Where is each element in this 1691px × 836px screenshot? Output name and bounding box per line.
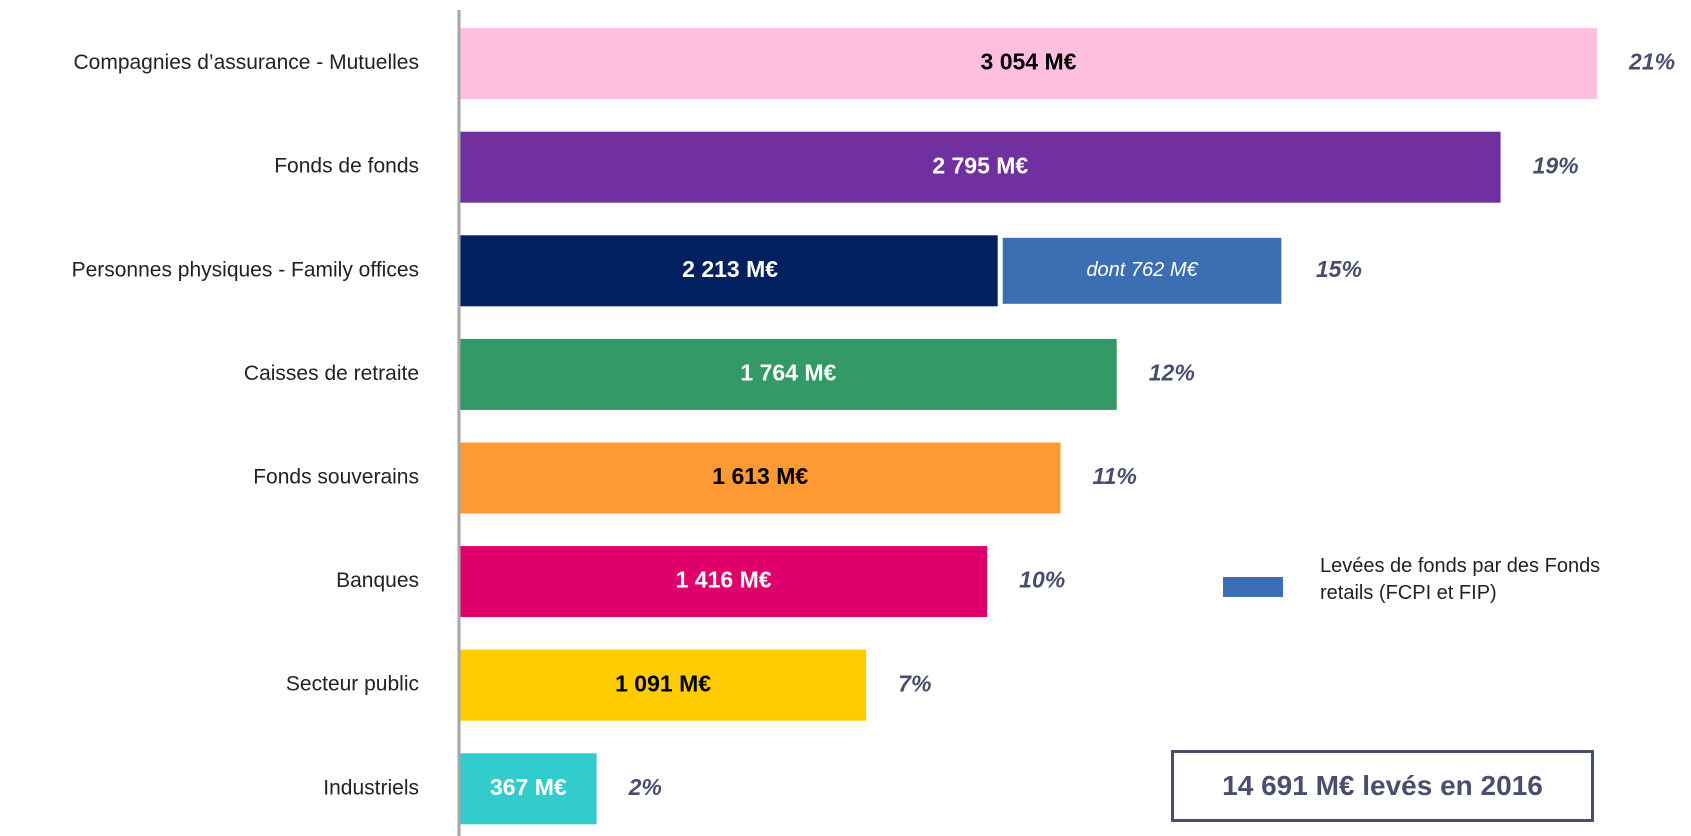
bar <box>460 28 1597 100</box>
bar <box>460 546 988 618</box>
bar <box>460 338 1117 410</box>
share-label: 15% <box>1316 256 1362 282</box>
category-label: Secteur public <box>286 673 419 696</box>
category-label: Fonds souverains <box>253 466 419 489</box>
category-label: Banques <box>336 569 419 592</box>
value-label: 1 613 M€ <box>712 463 808 489</box>
category-label: Fonds de fonds <box>274 155 419 178</box>
share-label: 11% <box>1093 463 1137 489</box>
category-label: Compagnies d’assurance - Mutuelles <box>73 51 419 74</box>
bar <box>460 442 1061 514</box>
share-label: 19% <box>1533 152 1579 178</box>
category-label: Caisses de retraite <box>244 362 419 385</box>
bar <box>460 753 597 825</box>
share-label: 10% <box>1019 567 1065 593</box>
bar <box>460 649 867 721</box>
share-label: 7% <box>898 670 931 696</box>
value-label: 2 213 M€ <box>682 256 778 282</box>
legend-label: Levées de fonds par des Fonds retails (F… <box>1320 555 1601 604</box>
share-label: 21% <box>1628 49 1675 75</box>
category-label: Industriels <box>323 776 419 799</box>
total-annotation: 14 691 M€ levés en 2016 <box>1171 750 1594 822</box>
share-label: 12% <box>1149 359 1195 385</box>
bar <box>460 131 1501 203</box>
share-label: 2% <box>628 774 662 800</box>
retail-bar <box>997 232 1287 309</box>
category-label: Personnes physiques - Family offices <box>72 258 419 281</box>
legend-swatch <box>1223 577 1283 597</box>
value-label: 367 M€ <box>490 774 567 800</box>
value-label: 3 054 M€ <box>981 49 1077 75</box>
value-label: 1 416 M€ <box>676 567 772 593</box>
value-label: 1 764 M€ <box>740 359 836 385</box>
retail-label: dont 762 M€ <box>1086 259 1198 281</box>
value-label: 2 795 M€ <box>932 152 1028 178</box>
value-label: 1 091 M€ <box>615 670 711 696</box>
